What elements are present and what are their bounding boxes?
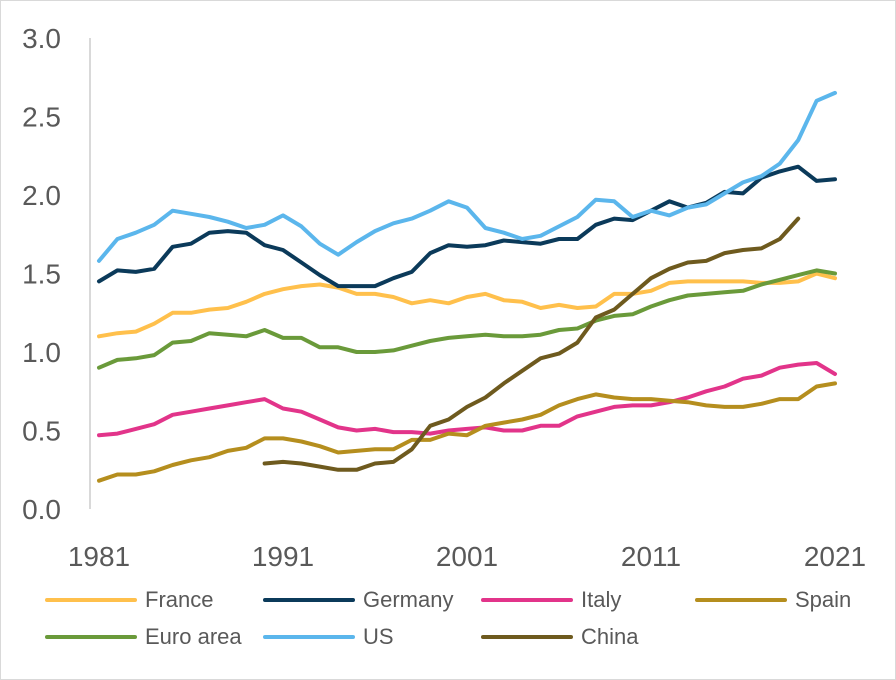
x-tick-label: 1991: [252, 541, 314, 572]
legend-swatch: [45, 598, 137, 602]
series-line-germany: [97, 164, 837, 289]
legend-label: Spain: [795, 587, 852, 612]
legend: France Germany Italy Spain Euro area US China: [1, 585, 896, 665]
legend-label: France: [145, 587, 214, 612]
y-tick-label: 2.0: [22, 180, 61, 211]
y-tick-label: 1.5: [22, 259, 61, 290]
legend-label: China: [581, 624, 639, 649]
series-lines: [97, 90, 837, 483]
legend-item-italy: Italy: [481, 585, 621, 615]
x-tick-label: 1981: [68, 541, 130, 572]
series-line-spain: [97, 381, 837, 483]
series-line-italy: [97, 361, 837, 438]
legend-item-france: France: [45, 585, 213, 615]
series-line-france: [97, 271, 837, 339]
legend-item-china: China: [481, 622, 638, 652]
x-tick-label: 2001: [436, 541, 498, 572]
legend-swatch: [45, 635, 137, 639]
y-tick-label: 3.0: [22, 23, 61, 54]
x-tick-label: 2021: [804, 541, 866, 572]
legend-swatch: [263, 598, 355, 602]
x-tick-label: 2011: [621, 541, 681, 572]
legend-item-germany: Germany: [263, 585, 453, 615]
y-tick-label: 0.0: [22, 494, 61, 525]
legend-label: Italy: [581, 587, 622, 612]
series-line-china: [262, 216, 801, 472]
y-tick-label: 2.5: [22, 102, 61, 133]
legend-swatch: [481, 598, 573, 602]
x-axis-tick-labels: 1981 1991 2001 2011 2021: [68, 541, 866, 572]
series-line-euro-area: [97, 268, 837, 370]
legend-label: Germany: [363, 587, 454, 612]
legend-item-us: US: [263, 622, 394, 652]
y-tick-label: 0.5: [22, 416, 61, 447]
legend-label: US: [363, 624, 394, 649]
legend-item-spain: Spain: [695, 585, 851, 615]
line-chart: 0.0 0.5 1.0 1.5 2.0 2.5 3.0 1981 1991 2001 2011 20…: [22, 23, 866, 572]
legend-label: Euro area: [145, 624, 242, 649]
legend-swatch: [481, 635, 573, 639]
legend-swatch: [695, 598, 787, 602]
y-axis-tick-labels: 0.0 0.5 1.0 1.5 2.0 2.5 3.0: [22, 23, 61, 525]
series-line-us: [97, 90, 837, 263]
legend-item-euro-area: Euro area: [45, 622, 242, 652]
y-tick-label: 1.0: [22, 337, 61, 368]
legend-swatch: [263, 635, 355, 639]
